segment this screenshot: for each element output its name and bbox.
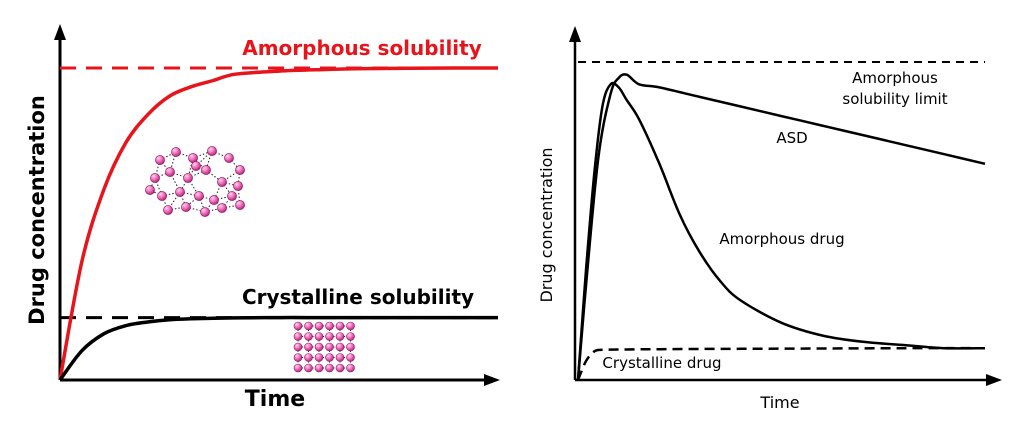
amorphous-atom xyxy=(227,191,237,201)
lattice-atom xyxy=(335,342,345,352)
lattice-atom xyxy=(325,321,334,331)
lattice-atom xyxy=(314,363,324,373)
amorphous-drug-label: Amorphous drug xyxy=(719,230,844,248)
amorphous-atom xyxy=(171,147,181,157)
amorphous-atom xyxy=(235,200,245,210)
amorphous-atom xyxy=(235,165,245,175)
lattice-atom xyxy=(346,353,355,362)
amorphous-atom xyxy=(165,167,175,177)
left-y-axis-title: Drug concentration xyxy=(25,95,49,325)
lattice-atom xyxy=(293,363,303,373)
lattice-atom xyxy=(335,353,345,362)
lattice-atom xyxy=(304,363,313,373)
amorphous-atom xyxy=(181,202,191,212)
amorphous-solubility-limit-label-line1: Amorphous xyxy=(852,69,938,87)
lattice-atom xyxy=(293,332,303,341)
right-y-axis-title: Drug concentration xyxy=(537,147,556,302)
amorphous-atom xyxy=(224,153,234,163)
left-y-axis-arrow xyxy=(54,24,66,40)
lattice-atom xyxy=(304,353,313,362)
amorphous-atom xyxy=(209,195,219,205)
lattice-atom xyxy=(314,342,324,352)
lattice-atom xyxy=(335,321,345,331)
amorphous-atom xyxy=(233,181,243,191)
lattice-atom xyxy=(314,321,324,331)
lattice-atom xyxy=(325,342,334,352)
left-x-axis-title: Time xyxy=(245,387,305,412)
amorphous-atom xyxy=(155,155,165,165)
amorphous-bond xyxy=(228,157,241,171)
crystalline-dissolution-curve xyxy=(58,315,498,382)
lattice-atom xyxy=(346,363,355,373)
amorphous-atom xyxy=(217,203,227,213)
amorphous-bond xyxy=(187,165,197,179)
amorphous-bond xyxy=(221,181,239,187)
amorphous-dissolution-curve xyxy=(58,66,499,381)
amorphous-bond xyxy=(237,169,241,187)
amorphous-drug-curve xyxy=(576,81,986,381)
crystalline-lattice-icon xyxy=(293,321,355,373)
amorphous-atom xyxy=(201,165,211,175)
amorphous-atom xyxy=(157,191,167,201)
crystalline-solubility-label: Crystalline solubility xyxy=(242,285,474,309)
lattice-atom xyxy=(304,321,313,331)
amorphous-bond xyxy=(198,195,215,201)
crystalline-drug-label: Crystalline drug xyxy=(602,354,721,372)
left-x-axis-arrow xyxy=(484,374,500,386)
asd-label: ASD xyxy=(776,129,807,147)
amorphous-bond xyxy=(179,191,187,208)
right-y-axis-arrow xyxy=(569,26,581,42)
lattice-atom xyxy=(346,342,355,352)
asd-curve xyxy=(576,73,986,381)
lattice-atom xyxy=(304,332,313,341)
lattice-atom xyxy=(346,321,355,331)
amorphous-solubility-limit-label-line2: solubility limit xyxy=(842,90,947,108)
amorphous-atom xyxy=(191,161,201,171)
amorphous-bond xyxy=(221,195,233,209)
lattice-atom xyxy=(346,332,355,341)
amorphous-atom xyxy=(145,185,155,195)
amorphous-molecule-icon xyxy=(145,146,245,217)
amorphous-bond xyxy=(179,177,189,193)
amorphous-bond xyxy=(159,159,171,173)
lattice-atom xyxy=(293,342,303,352)
lattice-atom xyxy=(325,332,334,341)
amorphous-atom xyxy=(194,191,204,201)
amorphous-atom xyxy=(200,207,210,217)
left-panel: Amorphous solubility Crystalline solubil… xyxy=(25,24,500,412)
lattice-atom xyxy=(314,353,324,362)
amorphous-bond xyxy=(154,171,171,179)
lattice-atom xyxy=(325,363,334,373)
crystalline-drug-curve xyxy=(576,346,986,381)
lattice-atom xyxy=(293,353,303,362)
amorphous-atom xyxy=(175,187,185,197)
lattice-atom xyxy=(335,332,345,341)
amorphous-bond xyxy=(161,195,169,211)
lattice-atom xyxy=(314,332,324,341)
lattice-atom xyxy=(335,363,345,373)
amorphous-atom xyxy=(150,173,160,183)
right-x-axis-arrow xyxy=(986,374,1002,386)
lattice-atom xyxy=(293,321,303,331)
amorphous-atom xyxy=(217,177,227,187)
amorphous-atom xyxy=(207,146,217,156)
lattice-atom xyxy=(325,353,334,362)
right-x-axis-title: Time xyxy=(759,393,799,412)
amorphous-atom xyxy=(163,205,173,215)
amorphous-bond xyxy=(204,199,215,213)
lattice-atom xyxy=(304,342,313,352)
right-panel: Amorphous solubility limit ASD Amorphous… xyxy=(537,26,1002,412)
amorphous-atom xyxy=(183,173,193,183)
amorphous-solubility-label: Amorphous solubility xyxy=(242,36,482,60)
